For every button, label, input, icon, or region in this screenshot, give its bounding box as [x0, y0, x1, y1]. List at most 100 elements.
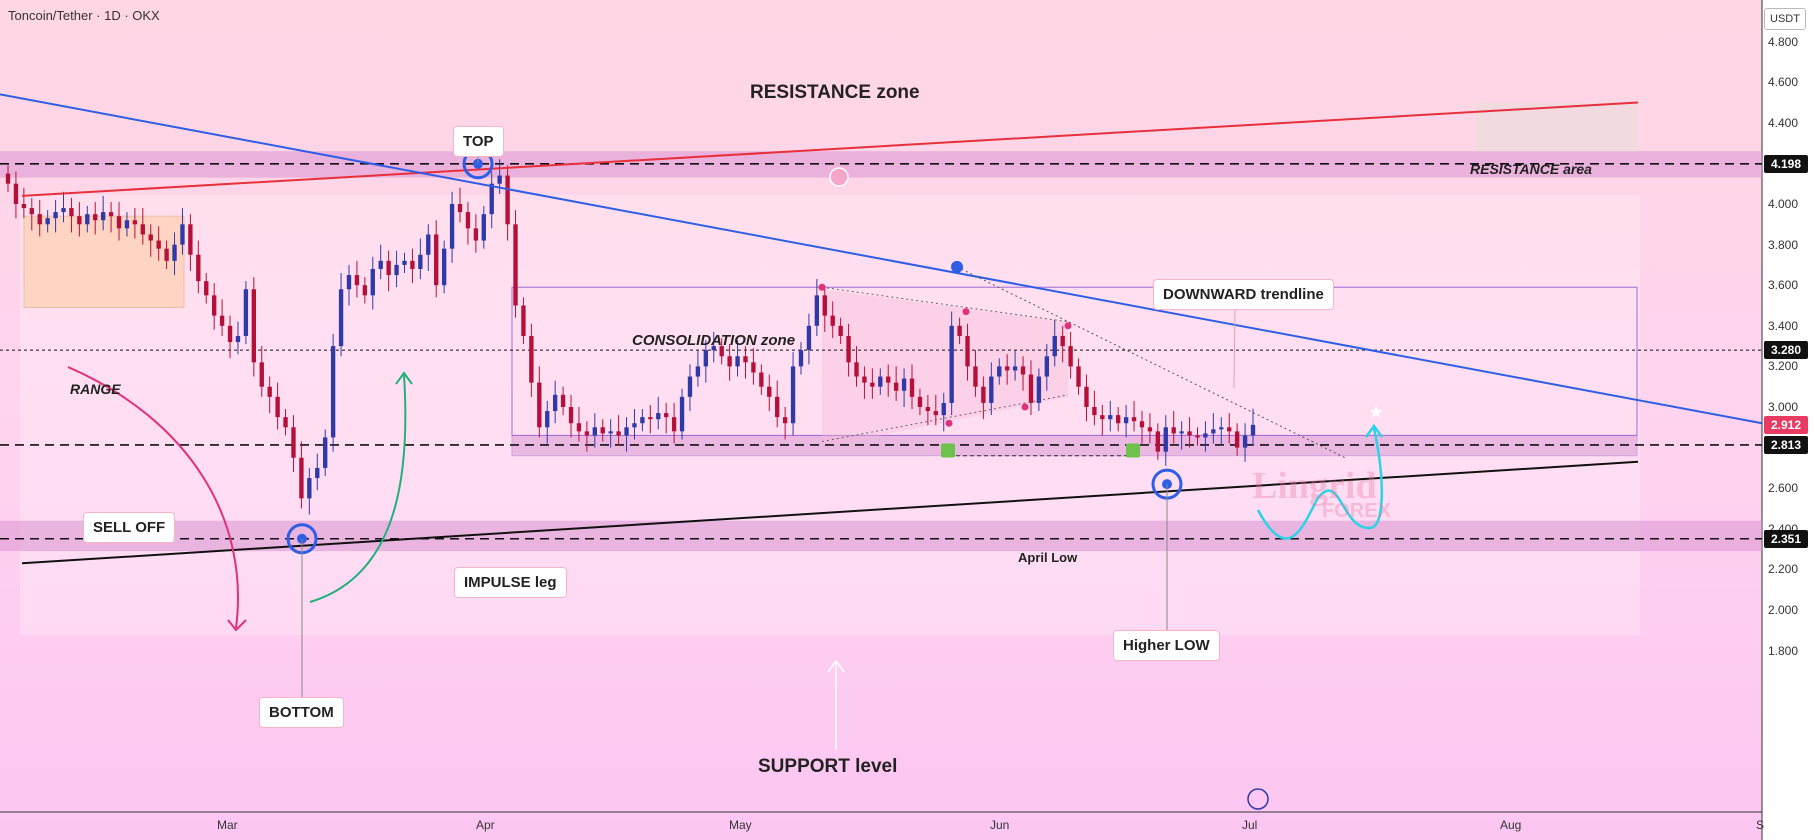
candle-body: [584, 431, 590, 436]
candle-body: [362, 285, 368, 296]
watermark-logo: Lingrid: [1252, 465, 1377, 507]
candle-body: [1052, 335, 1057, 357]
candle-body: [473, 228, 479, 241]
candle-body: [323, 437, 328, 468]
candle-body: [711, 346, 716, 351]
lightning-icon: [1247, 788, 1269, 810]
candle-body: [830, 315, 835, 326]
support-arrowhead: [827, 659, 845, 673]
candle-body: [1171, 427, 1176, 434]
candle-body: [790, 366, 796, 424]
candle-body: [671, 417, 677, 432]
candle-body: [1195, 435, 1200, 438]
candle-body: [854, 362, 859, 377]
candle-body: [418, 254, 423, 269]
y-tick-label: 2.600: [1768, 481, 1799, 496]
candle-body: [1219, 427, 1224, 430]
candle-body: [576, 423, 582, 432]
y-tick-label: 2.000: [1768, 603, 1799, 617]
candle-body: [941, 402, 946, 416]
support-level-label: SUPPORT level: [758, 756, 898, 777]
candle-body: [410, 260, 415, 269]
candle-body: [394, 264, 399, 276]
pivot-dot: [945, 419, 953, 427]
candle-body: [767, 386, 772, 397]
candle-body: [1084, 386, 1089, 407]
candle-body: [172, 244, 177, 261]
top-callout: TOP: [453, 126, 504, 157]
projected-path-arrowhead: [1364, 423, 1384, 438]
watermark-sub: FOREX: [1322, 500, 1391, 522]
candle-body: [1123, 417, 1129, 424]
candle-body: [93, 214, 98, 221]
candle-body: [743, 356, 748, 363]
candle-body: [1139, 421, 1145, 428]
candle-body: [949, 325, 954, 403]
downward-trendline: [0, 93, 1763, 425]
higher-low-callout: Higher LOW: [1113, 630, 1220, 661]
candle-body: [140, 224, 145, 235]
candle-body: [1068, 346, 1073, 367]
candle-body: [283, 417, 288, 428]
candle-body: [251, 289, 257, 363]
candle-body: [116, 216, 122, 229]
candle-body: [814, 295, 820, 326]
candle-body: [1211, 429, 1216, 434]
projected-path: [1256, 427, 1384, 540]
impulse-arrow: [309, 374, 407, 603]
impulse-arrowhead: [395, 371, 413, 385]
x-tick-label: S: [1756, 818, 1765, 832]
candle-body: [545, 411, 550, 428]
candle-body: [862, 376, 867, 383]
candle-body: [457, 204, 463, 213]
currency-button[interactable]: USDT: [1764, 8, 1806, 30]
candle-body: [61, 208, 66, 213]
candle-body: [1060, 335, 1065, 347]
candle-body: [307, 478, 312, 499]
candle-body: [656, 413, 661, 420]
candle-body: [973, 366, 978, 387]
candle-body: [211, 295, 217, 316]
y-tick-label: 3.000: [1768, 400, 1799, 414]
candle-body: [989, 376, 994, 403]
candle-body: [917, 396, 923, 407]
candle-body: [981, 386, 986, 403]
y-tick-label: 3.600: [1768, 278, 1799, 293]
candle-body: [1187, 431, 1192, 436]
candle-body: [1020, 366, 1026, 375]
y-tick-label: 4.600: [1768, 75, 1799, 90]
candle-body: [1242, 435, 1248, 448]
selloff-arrowhead: [227, 619, 247, 632]
range-box: [23, 215, 185, 309]
candle-body: [449, 204, 455, 249]
candle-body: [29, 208, 34, 215]
candle-body: [552, 394, 558, 412]
candle-body: [608, 431, 613, 434]
impulse-leg-callout: IMPULSE leg: [454, 567, 567, 598]
level-price-tag: 3.280: [1764, 341, 1808, 360]
candle-body: [227, 325, 233, 343]
candle-body: [1100, 415, 1105, 420]
resistance-zone-label: RESISTANCE zone: [750, 82, 920, 103]
y-tick-label: 3.400: [1768, 318, 1799, 333]
candle-body: [616, 431, 621, 436]
candle-body: [441, 248, 447, 286]
candle-body: [1028, 374, 1034, 403]
support-zone-band: [0, 520, 1762, 552]
candle-body: [196, 254, 201, 282]
candle-body: [85, 214, 90, 225]
y-tick-label: 3.800: [1768, 237, 1799, 252]
candle-body: [259, 362, 264, 387]
candle-body: [386, 260, 391, 276]
candle-body: [267, 386, 272, 397]
candle-body: [521, 305, 526, 336]
candle-body: [735, 356, 740, 367]
bottom-callout: BOTTOM: [259, 697, 344, 728]
pivot-dot: [962, 308, 970, 316]
x-tick-label: Aug: [1500, 818, 1522, 832]
candle-body: [156, 240, 161, 249]
candle-body: [291, 427, 296, 458]
candle-body: [886, 376, 891, 383]
